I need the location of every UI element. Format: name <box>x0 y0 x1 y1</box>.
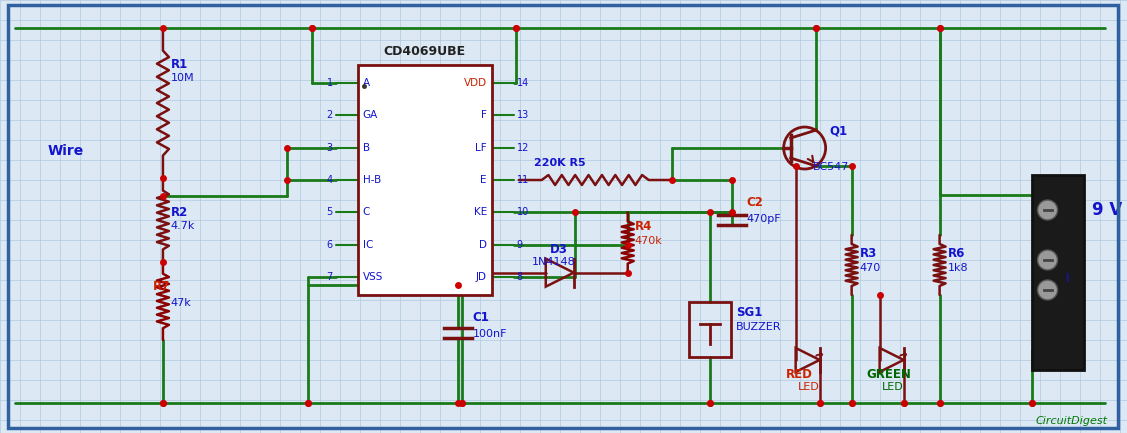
Text: JD: JD <box>476 272 487 282</box>
Text: 470k: 470k <box>635 236 663 246</box>
Text: C1: C1 <box>473 311 489 324</box>
Bar <box>358 65 491 295</box>
Text: 10M: 10M <box>171 73 195 83</box>
Text: C2: C2 <box>747 196 764 209</box>
Text: F: F <box>481 110 487 120</box>
Text: R3: R3 <box>860 247 877 260</box>
Text: 1k8: 1k8 <box>948 263 968 273</box>
Text: 9 V: 9 V <box>1092 201 1121 219</box>
Text: 220K R5: 220K R5 <box>534 158 585 168</box>
Circle shape <box>1038 280 1057 300</box>
Text: R7: R7 <box>153 280 170 293</box>
Text: GREEN: GREEN <box>867 368 912 381</box>
Text: 100nF: 100nF <box>473 329 507 339</box>
Bar <box>689 303 730 357</box>
Text: CircuitDigest: CircuitDigest <box>1036 416 1108 426</box>
Text: 7: 7 <box>327 272 332 282</box>
Text: BUZZER: BUZZER <box>736 322 781 332</box>
Text: A: A <box>363 78 370 88</box>
Text: CD4069UBE: CD4069UBE <box>384 45 465 58</box>
Text: 5: 5 <box>327 207 332 217</box>
Text: 47k: 47k <box>171 298 192 308</box>
Text: E: E <box>480 175 487 185</box>
Text: 10: 10 <box>517 207 529 217</box>
Text: R1: R1 <box>171 58 188 71</box>
Text: 1: 1 <box>327 78 332 88</box>
Text: SG1: SG1 <box>736 306 762 319</box>
Text: 4: 4 <box>327 175 332 185</box>
Text: H-B: H-B <box>363 175 381 185</box>
Text: 470pF: 470pF <box>747 214 781 224</box>
Text: BC547: BC547 <box>813 162 849 172</box>
Text: D3: D3 <box>550 242 568 255</box>
Text: Wire: Wire <box>48 144 85 158</box>
Text: 2: 2 <box>327 110 332 120</box>
Text: Q1: Q1 <box>829 124 848 137</box>
Text: B: B <box>363 143 370 153</box>
Text: 1N4148: 1N4148 <box>532 257 576 267</box>
Text: R2: R2 <box>171 206 188 219</box>
Text: LED: LED <box>798 382 819 392</box>
Text: 11: 11 <box>517 175 529 185</box>
Text: 3: 3 <box>327 143 332 153</box>
Circle shape <box>1038 200 1057 220</box>
Text: IC: IC <box>363 239 373 250</box>
Text: VDD: VDD <box>463 78 487 88</box>
Text: 9: 9 <box>517 239 523 250</box>
Text: GA: GA <box>363 110 378 120</box>
Text: 12: 12 <box>517 143 530 153</box>
Text: VSS: VSS <box>363 272 383 282</box>
Text: 14: 14 <box>517 78 529 88</box>
Circle shape <box>1038 250 1057 270</box>
Text: KE: KE <box>473 207 487 217</box>
Text: I: I <box>1065 272 1070 285</box>
Bar <box>1031 175 1083 370</box>
Text: 470: 470 <box>860 263 881 273</box>
Text: D: D <box>479 239 487 250</box>
Text: C: C <box>363 207 371 217</box>
Text: R4: R4 <box>635 220 653 233</box>
Text: R6: R6 <box>948 247 965 260</box>
Text: LF: LF <box>476 143 487 153</box>
Text: 6: 6 <box>327 239 332 250</box>
Text: LED: LED <box>881 382 904 392</box>
Text: 4.7k: 4.7k <box>171 221 195 231</box>
Text: RED: RED <box>786 368 813 381</box>
Text: 13: 13 <box>517 110 529 120</box>
Text: 8: 8 <box>517 272 523 282</box>
